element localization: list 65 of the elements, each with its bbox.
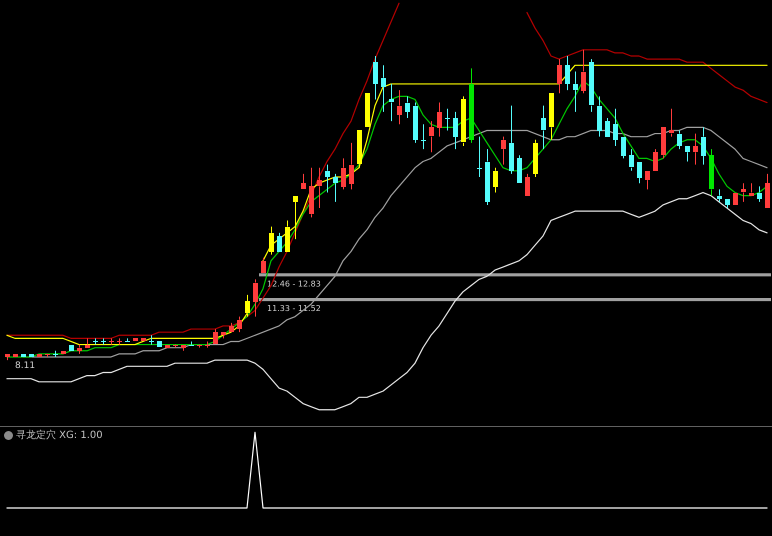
candlestick [269, 226, 274, 256]
candlestick [485, 148, 490, 206]
candlestick [85, 338, 90, 348]
chart-title: 寻龙定穴 XG: 1.00 [16, 428, 103, 442]
candlestick [309, 167, 314, 218]
candlestick [469, 68, 474, 144]
candlestick [549, 93, 554, 140]
candlestick [381, 64, 386, 112]
candlestick [709, 148, 714, 196]
candlestick [389, 83, 394, 122]
candlestick [221, 332, 226, 339]
candlestick [669, 108, 674, 138]
candlestick [541, 105, 546, 150]
candlestick [533, 139, 538, 178]
candlestick [717, 188, 722, 202]
candlestick [253, 278, 258, 318]
candlestick [413, 102, 418, 144]
candlestick [277, 232, 282, 252]
candlestick [453, 111, 458, 150]
candlestick [573, 71, 578, 112]
candlestick [301, 173, 306, 189]
candlestick [229, 322, 234, 332]
candlestick [285, 220, 290, 252]
candlestick [157, 341, 162, 347]
candlestick [741, 182, 746, 202]
candlestick [565, 56, 570, 91]
candlestick [749, 182, 754, 196]
candlestick [397, 90, 402, 125]
candlestick [293, 196, 298, 240]
candlestick [693, 133, 698, 166]
candlestick [757, 186, 762, 202]
candlestick [661, 127, 666, 159]
candlestick [349, 142, 354, 190]
candlestick [589, 58, 594, 112]
candlestick [677, 130, 682, 150]
candlestick [373, 56, 378, 100]
candlestick [5, 354, 10, 361]
candlestick [181, 345, 186, 352]
candlestick [557, 58, 562, 94]
candlestick [437, 102, 442, 138]
candlestick [189, 340, 194, 346]
candlestick [581, 49, 586, 94]
candlestick [765, 173, 770, 208]
candlestick [653, 148, 658, 171]
candlestick [245, 294, 250, 318]
candlestick [341, 158, 346, 190]
candlestick [493, 167, 498, 194]
candlestick [701, 126, 706, 166]
candlestick [525, 173, 530, 196]
candlestick [77, 344, 82, 354]
candlestick [725, 199, 730, 209]
candlestick [405, 96, 410, 119]
candlestick [613, 108, 618, 146]
candlestick [597, 96, 602, 138]
candlestick [333, 173, 338, 202]
candlestick [629, 148, 634, 172]
candlestick [509, 105, 514, 174]
candlestick [429, 120, 434, 153]
text: 8.11 [15, 360, 36, 371]
candlestick [605, 118, 610, 137]
candlestick [325, 164, 330, 194]
candlestick [501, 136, 506, 166]
candlestick [261, 257, 266, 273]
candlestick [237, 316, 242, 333]
candlestick [317, 167, 322, 209]
